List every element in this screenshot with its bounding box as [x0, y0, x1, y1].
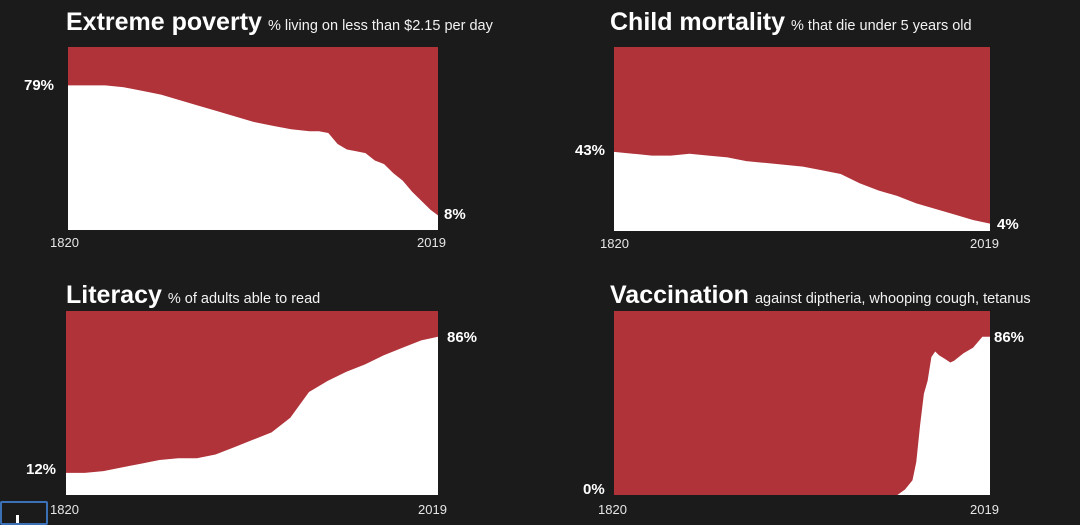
chart-title: Literacy: [66, 281, 162, 309]
chart-subtitle: % of adults able to read: [167, 291, 321, 307]
end-value-label: 4%: [997, 216, 1019, 233]
x-end-tick-label: 2019: [970, 236, 999, 251]
x-start-tick-label: 1820: [600, 236, 629, 251]
chart-subtitle: against diptheria, whooping cough, tetan…: [754, 291, 1031, 307]
start-value-label: 79%: [24, 77, 55, 94]
chart-subtitle: % living on less than $2.15 per day: [267, 18, 493, 34]
series-area: [66, 336, 438, 495]
chart-title-row: Vaccination against diptheria, whooping c…: [610, 281, 1031, 310]
chart-title-row: Child mortality % that die under 5 years …: [610, 8, 972, 37]
chart-title-row: Extreme poverty % living on less than $2.…: [66, 8, 493, 37]
chart-title: Vaccination: [610, 281, 749, 309]
start-value-label: 0%: [583, 481, 605, 498]
area-plot: [614, 47, 990, 231]
series-area: [614, 151, 990, 231]
series-area: [68, 85, 438, 231]
chart-title: Extreme poverty: [66, 8, 262, 36]
chart-subtitle: % that die under 5 years old: [791, 18, 972, 34]
start-value-label: 12%: [26, 461, 57, 478]
x-start-tick-label: 1820: [50, 235, 79, 250]
chart-title-row: Literacy % of adults able to read: [66, 281, 320, 310]
area-plot: [614, 311, 990, 495]
x-end-tick-label: 2019: [417, 235, 446, 250]
series-area: [614, 336, 990, 495]
x-start-tick-label: 1820: [50, 502, 79, 517]
play-indicator-icon: [16, 515, 19, 523]
end-value-label: 86%: [447, 329, 478, 346]
x-end-tick-label: 2019: [970, 502, 999, 517]
area-plot: [68, 47, 438, 231]
end-value-label: 86%: [994, 329, 1025, 346]
video-control-button[interactable]: [0, 501, 48, 525]
end-value-label: 8%: [444, 206, 466, 223]
start-value-label: 43%: [575, 142, 606, 159]
x-start-tick-label: 1820: [598, 502, 627, 517]
area-plot: [66, 311, 438, 495]
x-end-tick-label: 2019: [418, 502, 447, 517]
chart-title: Child mortality: [610, 8, 786, 36]
